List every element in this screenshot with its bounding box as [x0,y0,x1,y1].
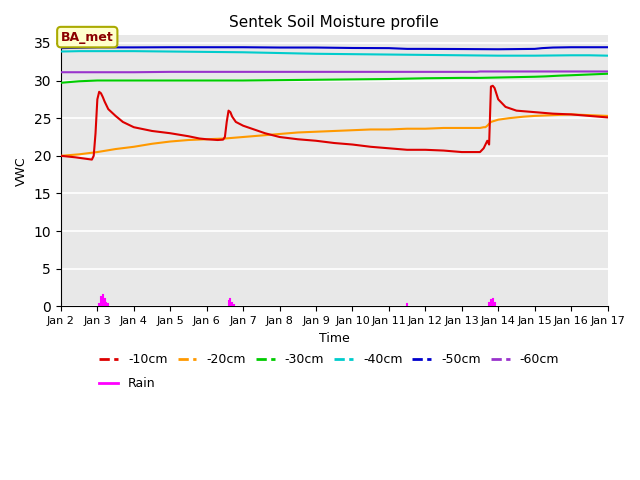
Text: BA_met: BA_met [61,31,114,44]
Legend: Rain: Rain [95,372,161,396]
Y-axis label: VWC: VWC [15,156,28,186]
X-axis label: Time: Time [319,332,349,345]
Title: Sentek Soil Moisture profile: Sentek Soil Moisture profile [229,15,439,30]
